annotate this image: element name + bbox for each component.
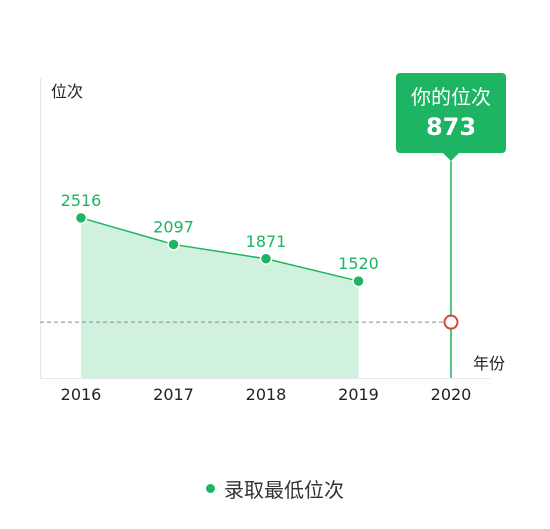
x-tick-label-2020: 2020	[431, 385, 472, 404]
line-layer	[80, 217, 359, 282]
x-tick-label-2017: 2017	[153, 385, 194, 404]
series-line	[80, 217, 359, 282]
series-area	[81, 217, 359, 378]
label-layer: 2516 2097 1871 1520	[61, 191, 379, 273]
legend-label: 录取最低位次	[224, 478, 344, 502]
callout-title: 你的位次	[411, 85, 491, 109]
axes	[40, 78, 490, 379]
your-rank-callout: 你的位次 873	[396, 73, 506, 161]
tick-layer: 2016 2017 2018 2019 2020	[61, 385, 472, 404]
area-layer	[81, 217, 359, 378]
callout-value: 873	[426, 113, 476, 141]
data-label-2019: 1520	[338, 254, 379, 273]
x-axis-title: 年份	[473, 354, 505, 373]
x-tick-label-2016: 2016	[61, 385, 102, 404]
x-tick-label-2018: 2018	[246, 385, 287, 404]
legend-item[interactable]: 录取最低位次	[206, 474, 344, 503]
legend: 录取最低位次	[0, 474, 550, 503]
data-label-2018: 1871	[246, 232, 287, 251]
callout-pointer	[443, 153, 459, 161]
reference-layer	[40, 161, 452, 378]
data-point-2016[interactable]	[74, 211, 88, 225]
point-layer	[74, 211, 459, 330]
y-axis-title: 位次	[51, 82, 83, 101]
data-point-2019[interactable]	[352, 274, 365, 288]
data-label-2016: 2516	[61, 191, 102, 210]
data-point-2017[interactable]	[167, 238, 180, 251]
data-point-2018[interactable]	[259, 252, 273, 266]
legend-dot-icon	[206, 484, 215, 493]
x-tick-label-2019: 2019	[338, 385, 379, 404]
callout-box	[396, 73, 506, 153]
data-label-2017: 2097	[153, 217, 194, 236]
highlight-point-2020[interactable]	[443, 314, 459, 330]
